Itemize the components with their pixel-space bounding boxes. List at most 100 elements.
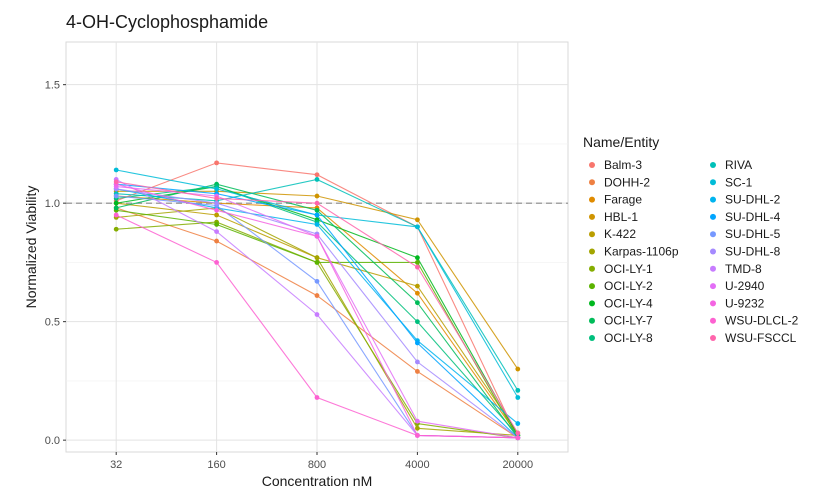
data-point <box>314 255 320 261</box>
y-tick-label: 1.5 <box>45 80 60 92</box>
legend-swatch <box>589 179 595 186</box>
x-axis-ticks: 32 160 800 4000 20000 <box>110 452 533 471</box>
y-axis-ticks: 0.0 0.5 1.0 1.5 <box>45 80 66 447</box>
data-point <box>515 421 521 426</box>
data-point <box>113 193 119 199</box>
legend-label: OCI-LY-2 <box>604 279 653 293</box>
data-point <box>415 260 420 265</box>
legend-title: Name/Entity <box>583 134 659 150</box>
data-point <box>515 395 521 400</box>
data-point <box>214 260 220 265</box>
x-tick-label: 32 <box>110 459 122 471</box>
legend-label: OCI-LY-1 <box>604 262 653 276</box>
data-point <box>415 319 420 325</box>
data-point <box>415 418 420 424</box>
legend-swatch <box>589 335 595 341</box>
chart-title: 4-OH-Cyclophosphamide <box>66 12 268 32</box>
legend-swatch <box>589 196 595 203</box>
legend-swatch <box>710 283 716 290</box>
x-tick-label: 160 <box>207 459 225 471</box>
data-point <box>415 283 420 289</box>
data-point <box>113 212 119 218</box>
data-point <box>415 300 420 306</box>
legend-label: HBL-1 <box>604 210 638 224</box>
legend-label: OCI-LY-8 <box>604 331 653 345</box>
data-point <box>314 212 320 218</box>
series-points <box>113 160 521 441</box>
legend-label: SU-DHL-4 <box>725 210 781 224</box>
data-point <box>214 222 220 227</box>
data-point <box>415 224 420 230</box>
legend-label: SU-DHL-2 <box>725 193 781 207</box>
legend-swatch <box>710 317 716 324</box>
data-point <box>214 229 220 234</box>
data-point <box>415 255 420 261</box>
legend-swatch <box>710 248 716 255</box>
data-point <box>314 172 320 178</box>
x-tick-label: 800 <box>308 459 326 471</box>
data-point <box>515 366 521 372</box>
data-point <box>113 226 119 232</box>
data-point <box>415 369 420 374</box>
data-point <box>314 395 320 400</box>
legend-swatch <box>710 162 716 168</box>
data-point <box>113 167 119 173</box>
data-point <box>314 260 320 265</box>
data-point <box>314 177 320 182</box>
data-point <box>415 340 420 346</box>
y-axis-title: Normalized Viability <box>23 186 39 309</box>
data-point <box>314 193 320 199</box>
data-point <box>214 196 220 201</box>
data-point <box>314 293 320 298</box>
legend-label: U-2940 <box>725 279 765 293</box>
legend-label: SU-DHL-5 <box>725 227 781 241</box>
legend-label: SC-1 <box>725 175 753 189</box>
data-point <box>214 200 220 206</box>
legend-swatch <box>589 248 595 255</box>
x-tick-label: 20000 <box>503 459 534 471</box>
legend-swatch <box>710 179 716 186</box>
data-point <box>314 200 320 206</box>
legend-label: Karpas-1106p <box>604 245 679 259</box>
legend-label: U-9232 <box>725 296 765 310</box>
x-tick-label: 4000 <box>405 459 429 471</box>
legend-swatch <box>710 335 716 341</box>
legend-swatch <box>589 162 595 168</box>
data-point <box>314 278 320 284</box>
legend-swatch <box>710 196 716 203</box>
legend-label: TMD-8 <box>725 262 762 276</box>
legend-label: Balm-3 <box>604 158 642 172</box>
data-point <box>415 359 420 365</box>
data-point <box>314 207 320 213</box>
data-point <box>415 264 420 270</box>
data-point <box>113 200 119 206</box>
data-point <box>113 205 119 211</box>
data-point <box>515 435 521 441</box>
legend-label: OCI-LY-7 <box>604 314 653 328</box>
data-point <box>113 179 119 185</box>
legend-label: K-422 <box>604 227 636 241</box>
data-point <box>214 207 220 213</box>
data-point <box>314 233 320 239</box>
data-point <box>515 430 521 436</box>
data-point <box>214 212 220 218</box>
legend-label: SU-DHL-8 <box>725 245 781 259</box>
legend-label: RIVA <box>725 158 752 172</box>
data-point <box>214 238 220 244</box>
legend-swatch <box>589 213 595 220</box>
y-tick-label: 0.0 <box>45 435 60 447</box>
legend-swatch <box>589 231 595 238</box>
legend: Name/Entity Balm-3 DOHH-2 Farage HBL-1 K-422… <box>583 134 799 345</box>
legend-label: WSU-DLCL-2 <box>725 314 799 328</box>
legend-swatch <box>710 300 716 307</box>
data-point <box>214 186 220 192</box>
data-point <box>214 160 220 166</box>
legend-swatch <box>589 317 595 324</box>
data-point <box>415 425 420 431</box>
legend-label: Farage <box>604 193 642 207</box>
data-point <box>314 312 320 317</box>
y-tick-label: 1.0 <box>45 198 60 210</box>
legend-swatch <box>589 300 595 307</box>
data-point <box>415 290 420 296</box>
